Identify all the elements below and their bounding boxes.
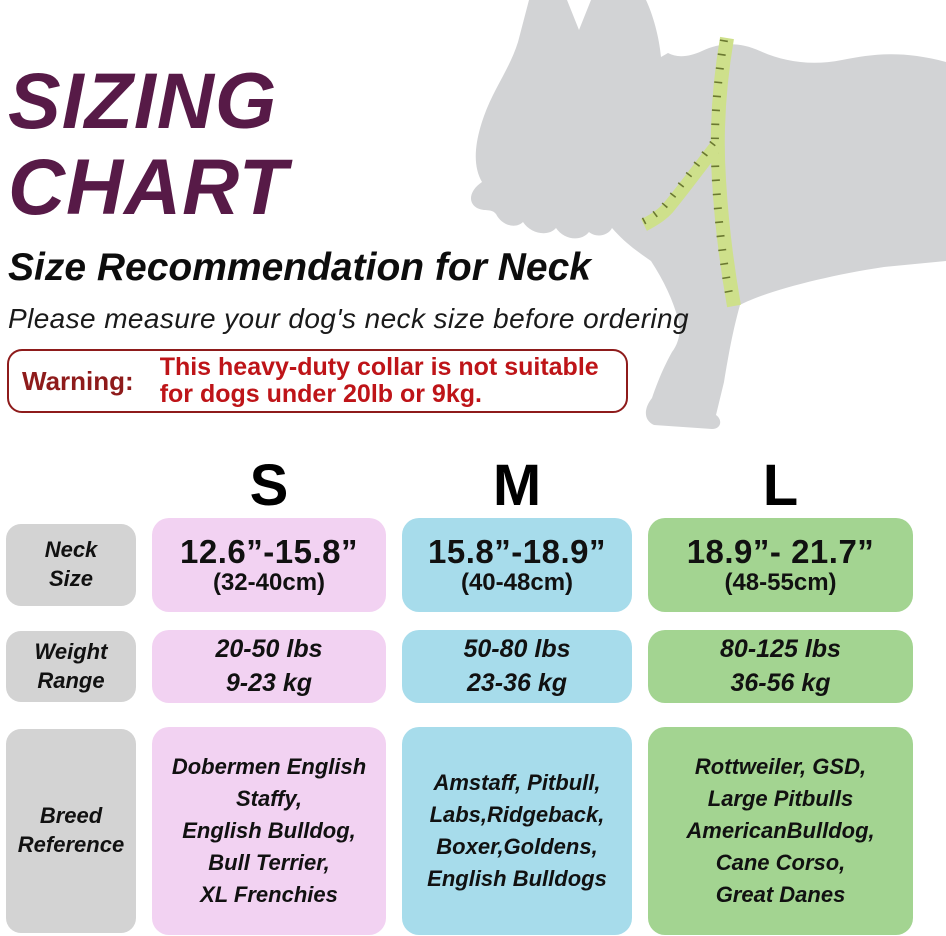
size-header-row: S M L <box>6 452 930 518</box>
neck-size-s-inches: 12.6”-15.8” <box>180 532 358 570</box>
page-title: SIZING CHART <box>8 58 288 230</box>
cell-breed-reference-s: Dobermen English Staffy, English Bulldog… <box>152 727 386 935</box>
column-header-m: M <box>492 453 542 518</box>
warning-box: Warning: This heavy-duty collar is not s… <box>7 349 628 413</box>
neck-size-l-inches: 18.9”- 21.7” <box>686 532 875 570</box>
cell-neck-size-s: 12.6”-15.8” (32-40cm) <box>152 518 386 612</box>
page-title-line2: CHART <box>8 142 289 231</box>
row-label-neck-size: Neck Size <box>6 524 136 606</box>
neck-size-m-cm: (40-48cm) <box>460 568 574 596</box>
measure-note: Please measure your dog's neck size befo… <box>8 303 689 334</box>
warning-message: This heavy-duty collar is not suitable f… <box>159 352 599 408</box>
header-spacer <box>6 452 136 519</box>
dog-measuring-tape-illustration <box>470 0 946 429</box>
neck-size-row: Neck Size 12.6”-15.8” (32-40cm) 15.8”-18… <box>6 518 930 612</box>
cell-neck-size-l: 18.9”- 21.7” (48-55cm) <box>648 518 913 612</box>
row-label-weight-range: Weight Range <box>6 631 136 702</box>
weight-range-row: Weight Range 20-50 lbs 9-23 kg 50-80 lbs… <box>6 630 930 703</box>
neck-size-s-cm: (32-40cm) <box>212 568 326 596</box>
cell-neck-size-m: 15.8”-18.9” (40-48cm) <box>402 518 632 612</box>
neck-size-m-inches: 15.8”-18.9” <box>428 532 606 570</box>
size-table: S M L Neck Size 12.6”-15.8” (32-40cm) 15… <box>6 452 930 935</box>
subtitle: Size Recommendation for Neck <box>8 246 591 289</box>
column-header-l: L <box>762 453 799 518</box>
cell-breed-reference-m: Amstaff, Pitbull, Labs,Ridgeback, Boxer,… <box>402 727 632 935</box>
dog-silhouette <box>470 0 946 429</box>
page-title-line1: SIZING <box>8 56 278 145</box>
neck-size-l-cm: (48-55cm) <box>724 568 837 596</box>
cell-weight-range-s: 20-50 lbs 9-23 kg <box>152 630 386 703</box>
measuring-tape-branch-ticks <box>640 140 716 226</box>
column-header-s: S <box>249 453 289 518</box>
breed-reference-row: Breed Reference Dobermen English Staffy,… <box>6 727 930 935</box>
cell-weight-range-m: 50-80 lbs 23-36 kg <box>402 630 632 703</box>
row-label-breed-reference: Breed Reference <box>6 729 136 933</box>
warning-label: Warning: <box>22 365 134 396</box>
cell-weight-range-l: 80-125 lbs 36-56 kg <box>648 630 913 703</box>
measuring-tape-branch <box>641 142 722 231</box>
cell-breed-reference-l: Rottweiler, GSD, Large Pitbulls American… <box>648 727 913 935</box>
